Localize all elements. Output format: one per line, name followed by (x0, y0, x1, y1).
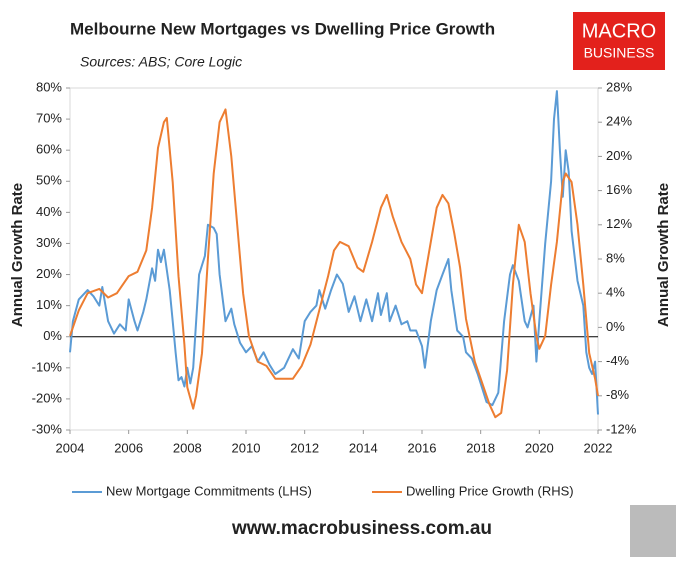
y-tick-label: 10% (36, 297, 62, 312)
y2-tick-label: -8% (606, 387, 630, 402)
plot-frame (69, 87, 599, 431)
y-tick-label: 20% (36, 266, 62, 281)
chart-title: Melbourne New Mortgages vs Dwelling Pric… (70, 19, 495, 38)
y-tick-label: -30% (32, 421, 63, 436)
y2-tick-label: 16% (606, 182, 632, 197)
y-tick-label: 60% (36, 142, 62, 157)
logo-text: MACRO (582, 20, 656, 42)
y2-tick-label: 0% (606, 319, 625, 334)
y-tick-label: 0% (43, 328, 62, 343)
y-tick-label: 70% (36, 111, 62, 126)
x-tick-label: 2018 (466, 440, 495, 455)
y-tick-label: 40% (36, 204, 62, 219)
footer-icon (630, 505, 676, 557)
y2-axis-title: Annual Growth Rate (655, 183, 672, 327)
logo-box (573, 12, 665, 70)
y-tick-label: 50% (36, 173, 62, 188)
y2-tick-label: -12% (606, 421, 637, 436)
y-tick-label: 30% (36, 235, 62, 250)
series-line (69, 108, 599, 419)
x-tick-label: 2012 (290, 440, 319, 455)
y2-tick-label: 24% (606, 114, 632, 129)
y2-tick-label: 8% (606, 250, 625, 265)
x-tick-label: 2014 (349, 440, 378, 455)
footer-url: www.macrobusiness.com.au (231, 518, 492, 539)
y2-tick-label: 4% (606, 285, 625, 300)
y-axis-title: Annual Growth Rate (9, 183, 26, 327)
x-tick-label: 2020 (525, 440, 554, 455)
legend-label: Dwelling Price Growth (RHS) (406, 483, 574, 498)
x-tick-label: 2006 (114, 440, 143, 455)
x-tick-label: 2016 (408, 440, 437, 455)
chart-subtitle: Sources: ABS; Core Logic (80, 54, 242, 70)
x-tick-label: 2022 (584, 440, 613, 455)
y2-tick-label: 28% (606, 79, 632, 94)
x-tick-label: 2008 (173, 440, 202, 455)
y2-tick-label: -4% (606, 353, 630, 368)
x-tick-label: 2010 (232, 440, 261, 455)
y-tick-label: 80% (36, 79, 62, 94)
y2-tick-label: 20% (606, 148, 632, 163)
x-tick-label: 2004 (56, 440, 85, 455)
y-tick-label: -10% (32, 359, 63, 374)
y2-tick-label: 12% (606, 216, 632, 231)
legend-label: New Mortgage Commitments (LHS) (106, 483, 312, 498)
y-tick-label: -20% (32, 390, 63, 405)
logo-text: BUSINESS (584, 45, 655, 61)
series-line (69, 90, 599, 415)
